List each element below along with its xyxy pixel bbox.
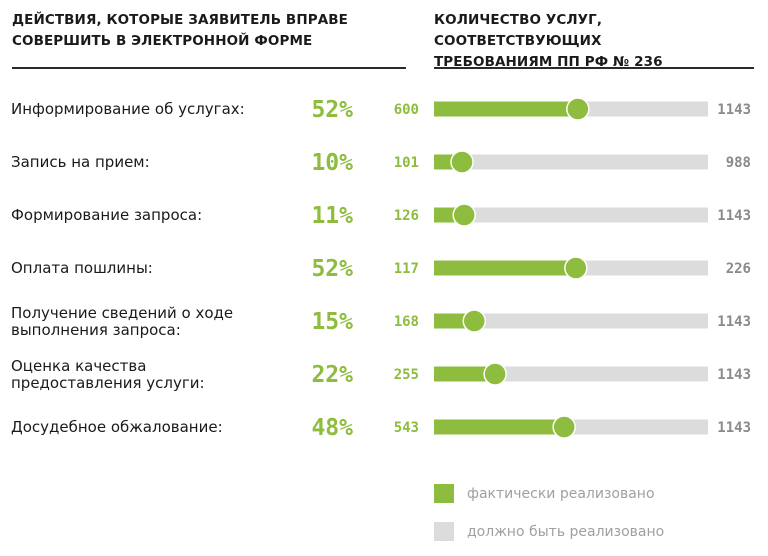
action-label-line2: выполнения запроса:	[11, 321, 181, 339]
left-column-header: ДЕЙСТВИЯ, КОТОРЫЕ ЗАЯВИТЕЛЬ ВПРАВЕ СОВЕР…	[12, 10, 348, 52]
required-bar	[434, 313, 708, 329]
actual-count-label: 543	[394, 420, 419, 436]
required-bar	[434, 154, 708, 170]
actual-bar	[434, 101, 578, 117]
action-label-line1: Получение сведений о ходе	[11, 304, 233, 322]
action-label-line1: Оценка качества	[11, 357, 146, 375]
total-count-label: 1143	[717, 208, 751, 224]
total-count-label: 1143	[717, 314, 751, 330]
total-count-label: 226	[726, 261, 751, 277]
action-label: Запись на прием:	[11, 153, 150, 171]
action-label: Информирование об услугах:	[11, 100, 245, 118]
actual-count-label: 255	[394, 367, 419, 383]
required-bar	[434, 207, 708, 223]
total-count-label: 1143	[717, 102, 751, 118]
actual-count-label: 101	[394, 155, 419, 171]
percent-label: 22%	[311, 362, 353, 388]
right-header-divider	[434, 67, 754, 69]
action-label: Оплата пошлины:	[11, 259, 153, 277]
legend-label-required: должно быть реализовано	[467, 524, 664, 540]
actual-count-label: 600	[394, 102, 419, 118]
legend-label-actual: фактически реализовано	[467, 486, 655, 502]
action-label: Формирование запроса:	[11, 206, 202, 224]
total-count-label: 1143	[717, 420, 751, 436]
progress-knob	[450, 150, 474, 174]
progress-knob	[462, 309, 487, 333]
percent-label: 15%	[311, 309, 353, 335]
progress-knob	[452, 203, 476, 227]
right-header-line2: ТРЕБОВАНИЯМ ПП РФ № 236	[434, 54, 663, 70]
legend-swatch-required	[434, 522, 454, 541]
progress-knob	[552, 415, 576, 439]
actual-count-label: 117	[394, 261, 419, 277]
legend-swatch-actual	[434, 484, 454, 503]
right-column-header: КОЛИЧЕСТВО УСЛУГ, СООТВЕТСТВУЮЩИХ ТРЕБОВ…	[434, 10, 768, 73]
percent-label: 48%	[311, 415, 353, 441]
left-header-divider	[12, 67, 406, 69]
left-header-line1: ДЕЙСТВИЯ, КОТОРЫЕ ЗАЯВИТЕЛЬ ВПРАВЕ	[12, 12, 348, 28]
percent-label: 11%	[311, 203, 353, 229]
percent-label: 52%	[311, 256, 353, 282]
total-count-label: 988	[726, 155, 751, 171]
actual-bar	[434, 419, 565, 435]
actual-bar	[434, 366, 496, 382]
right-header-line1: КОЛИЧЕСТВО УСЛУГ, СООТВЕТСТВУЮЩИХ	[434, 12, 603, 49]
actual-count-label: 168	[394, 314, 419, 330]
actual-count-label: 126	[394, 208, 419, 224]
action-label-line2: предоставления услуги:	[11, 374, 205, 392]
percent-label: 10%	[311, 150, 353, 176]
progress-knob	[564, 256, 588, 280]
progress-knob	[566, 97, 590, 121]
actual-bar	[434, 260, 576, 276]
percent-label: 52%	[311, 97, 353, 123]
progress-knob	[483, 362, 507, 386]
total-count-label: 1143	[717, 367, 751, 383]
left-header-line2: СОВЕРШИТЬ В ЭЛЕКТРОННОЙ ФОРМЕ	[12, 33, 313, 49]
action-label: Досудебное обжалование:	[11, 418, 223, 436]
